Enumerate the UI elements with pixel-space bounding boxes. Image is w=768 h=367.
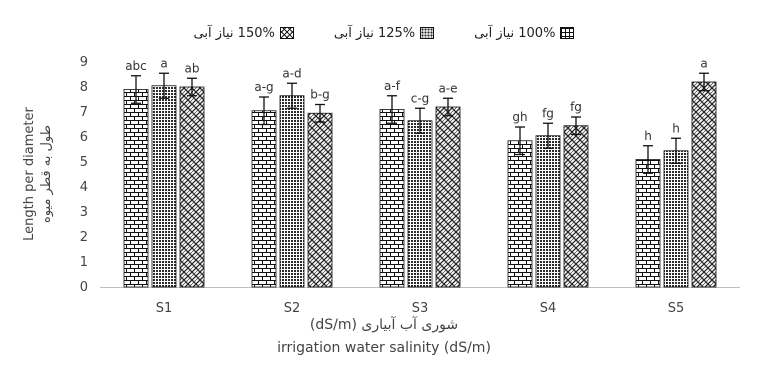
x-tick-label: S5 bbox=[668, 301, 685, 316]
significance-letter: fg bbox=[570, 100, 582, 114]
legend-item-100: 100% نیاز آبی bbox=[474, 22, 575, 44]
significance-letter: abc bbox=[125, 59, 147, 73]
legend-label-100: 100% نیاز آبی bbox=[474, 25, 556, 41]
y-tick-label: 2 bbox=[80, 230, 88, 245]
bar bbox=[123, 89, 149, 288]
bar bbox=[507, 140, 533, 288]
significance-letter: fg bbox=[542, 106, 554, 120]
x-axis-label-en: irrigation water salinity (dS/m) bbox=[277, 340, 491, 356]
significance-letter: a-d bbox=[282, 66, 301, 80]
legend-item-125: 125% نیاز آبی bbox=[333, 22, 435, 44]
bar bbox=[535, 135, 561, 288]
x-tick-label: S2 bbox=[284, 301, 301, 316]
significance-letter: a-e bbox=[438, 81, 457, 95]
y-tick-label: 5 bbox=[80, 155, 88, 170]
bar bbox=[251, 110, 277, 288]
bar bbox=[279, 95, 305, 288]
x-tick-label: S1 bbox=[156, 301, 173, 316]
significance-letter: h bbox=[644, 129, 652, 143]
bar bbox=[435, 106, 461, 288]
significance-letter: a-f bbox=[384, 79, 401, 93]
y-tick-label: 8 bbox=[80, 80, 88, 95]
x-tick-label: S4 bbox=[540, 301, 557, 316]
x-axis-label-fa: شوری آب آبیاری (dS/m) bbox=[309, 317, 459, 333]
significance-letter: a bbox=[160, 56, 167, 70]
bar bbox=[379, 109, 405, 288]
legend-swatch-dots bbox=[420, 27, 435, 39]
y-tick-label: 1 bbox=[80, 255, 88, 270]
axes: 0 1 2 3 4 5 6 7 8 9 S1 S2 S3 S4 S5 bbox=[80, 55, 740, 316]
y-tick-label: 6 bbox=[80, 130, 88, 145]
y-tick-label: 4 bbox=[80, 180, 88, 195]
significance-letter: h bbox=[672, 121, 680, 135]
bar bbox=[179, 86, 205, 288]
bar bbox=[663, 150, 689, 288]
bar bbox=[407, 120, 433, 288]
significance-letter: c-g bbox=[411, 91, 430, 105]
significance-letter: a bbox=[700, 56, 707, 70]
legend: 100% نیاز آبی 125% نیاز آبی 150% نیاز آب… bbox=[0, 22, 768, 44]
bar bbox=[307, 112, 333, 288]
y-tick-label: 0 bbox=[80, 280, 88, 295]
legend-swatch-weave bbox=[279, 27, 294, 39]
x-tick-label: S3 bbox=[412, 301, 429, 316]
y-tick-label: 3 bbox=[80, 205, 88, 220]
significance-letter: ab bbox=[185, 61, 200, 75]
bar bbox=[635, 159, 661, 288]
bar bbox=[563, 125, 589, 288]
significance-letter: gh bbox=[512, 110, 527, 124]
legend-swatch-brick bbox=[560, 27, 575, 39]
y-tick-label: 7 bbox=[80, 105, 88, 120]
bar bbox=[151, 85, 177, 288]
significance-letter: a-g bbox=[254, 80, 273, 94]
significance-letter: b-g bbox=[310, 88, 330, 102]
y-axis-label-fa: طول به قطر میوه bbox=[39, 125, 54, 223]
y-axis-label-en: Length per diameter bbox=[22, 107, 37, 241]
y-tick-label: 9 bbox=[80, 55, 88, 70]
legend-label-150: 150% نیاز آبی bbox=[193, 25, 275, 41]
legend-label-125: 125% نیاز آبی bbox=[333, 25, 416, 41]
legend-item-150: 150% نیاز آبی bbox=[194, 22, 294, 44]
bar bbox=[691, 81, 717, 288]
bars bbox=[123, 72, 717, 288]
